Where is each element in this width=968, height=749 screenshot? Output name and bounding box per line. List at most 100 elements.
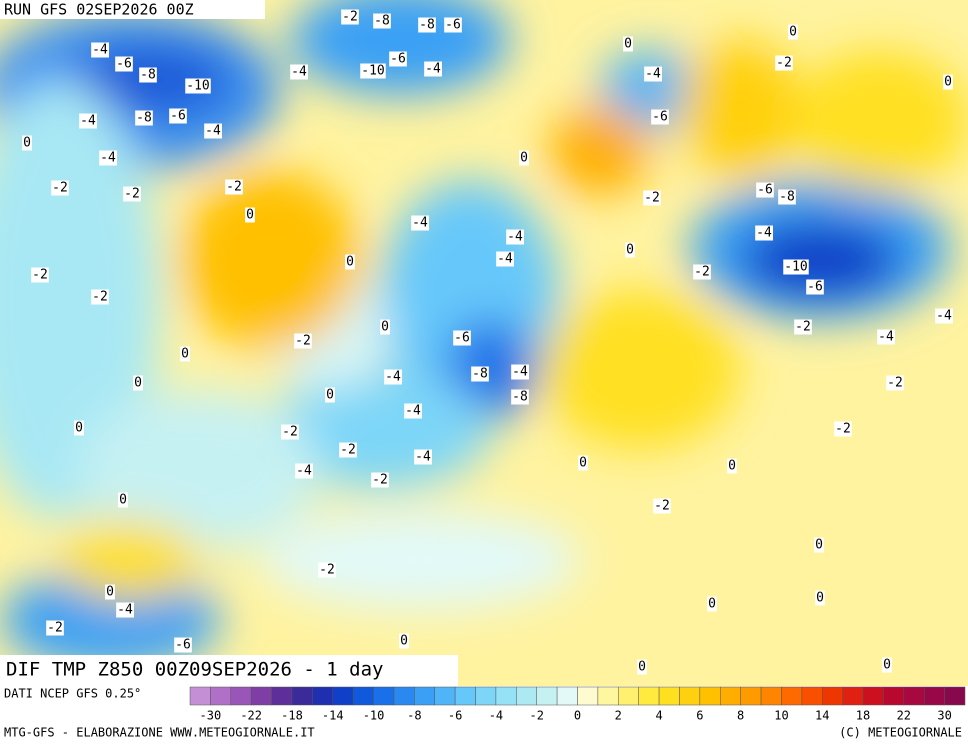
label-bg [373,13,391,29]
label-bg [294,333,312,349]
colorbar-swatch [903,686,925,706]
colorbar-swatch [312,686,334,706]
label-bg [174,637,192,653]
contour-label: -4 [512,365,528,380]
run-label: RUN GFS 02SEP2026 00Z [4,1,194,19]
contour-label: -2 [32,268,48,283]
contour-label: 0 [728,459,736,474]
label-bg [806,279,824,295]
label-bg [794,319,812,335]
contour-label: -2 [92,290,108,305]
label-bg [389,51,407,67]
label-bg [637,659,647,675]
colorbar-tick-label: 2 [615,709,622,723]
label-bg [644,66,662,82]
contour-label: 0 [119,493,127,508]
contour-label: -8 [136,111,152,126]
colorbar-swatch [250,686,272,706]
contour-label: 0 [23,136,31,151]
label-bg [651,109,669,125]
colorbar: -30 -22 -18 -14 -10 -8 -6 -4 -2 0 2 4 6 8 10 14 18 22 30 [189,686,966,723]
label-bg [91,42,109,58]
label-bg [775,55,793,71]
label-bg [778,189,796,205]
colorbar-swatch [618,686,639,706]
contour-label: -2 [295,334,311,349]
label-bg [371,472,389,488]
label-bg [471,366,489,382]
colorbar-tick-label: -22 [240,709,262,723]
contour-label: -2 [694,265,710,280]
colorbar-swatch [210,686,232,706]
label-bg [424,61,442,77]
contour-label: 0 [181,347,189,362]
contour-label: -4 [415,450,431,465]
colorbar-tick-label: 22 [897,709,911,723]
colorbar-swatch [760,686,782,706]
contour-label: -4 [425,62,441,77]
contour-label: 0 [346,255,354,270]
colorbar-swatch [699,686,721,706]
contour-label: -8 [512,390,528,405]
colorbar-swatch [393,686,415,706]
label-bg [943,74,953,90]
colorbar-swatch [883,686,905,706]
contour-label: -10 [361,64,384,79]
label-bg [496,251,514,267]
colorbar-tick-label: -2 [529,709,543,723]
contour-label: -4 [412,216,428,231]
label-bg [411,215,429,231]
label-bg [623,36,633,52]
contour-label: -2 [372,473,388,488]
title-box [0,655,458,686]
colorbar-tick-label: -18 [281,709,303,723]
contour-label: -2 [644,191,660,206]
label-bg [22,135,32,151]
contour-label: -4 [92,43,108,58]
contour-label: -8 [419,18,435,33]
colorbar-swatch [434,686,456,706]
colorbar-swatch [597,686,619,706]
label-bg [46,620,64,636]
colorbar-tick-label: 8 [737,709,744,723]
colorbar-tick-label: 14 [815,709,829,723]
label-bg [506,229,524,245]
label-bg [707,596,717,612]
contour-label: 0 [815,538,823,553]
colorbar-swatch [740,686,762,706]
contour-label: -6 [116,57,132,72]
footer-left: MTG-GFS - ELABORAZIONE WWW.METEOGIORNALE… [4,726,315,740]
contour-label: -10 [186,79,209,94]
colorbar-swatch [516,686,537,706]
contour-label: 0 [638,660,646,675]
contour-label: 0 [75,421,83,436]
colorbar-tick-label: 4 [655,709,662,723]
contour-label: -8 [374,14,390,29]
contour-label: -4 [507,230,523,245]
label-bg [295,463,313,479]
label-bg [882,657,892,673]
label-bg [123,186,141,202]
label-bg [834,421,852,437]
contour-label: -4 [205,124,221,139]
colorbar-tick-label: 10 [774,709,788,723]
contour-label: -4 [100,151,116,166]
label-bg [511,389,529,405]
contour-label: -6 [170,109,186,124]
contour-label: -2 [835,422,851,437]
label-bg [99,150,117,166]
label-bg [180,346,190,362]
label-bg [91,289,109,305]
colorbar-tick-label: 0 [574,709,581,723]
contour-label: -4 [878,330,894,345]
colorbar-swatch [475,686,497,706]
contour-label: -2 [282,425,298,440]
contour-label: -2 [47,621,63,636]
colorbar-swatch [923,686,945,706]
contour-label: 0 [626,243,634,258]
colorbar-tick-label: -8 [407,709,421,723]
colorbar-tick-label: 30 [937,709,951,723]
contour-label: 0 [816,591,824,606]
colorbar-swatch [821,686,843,706]
